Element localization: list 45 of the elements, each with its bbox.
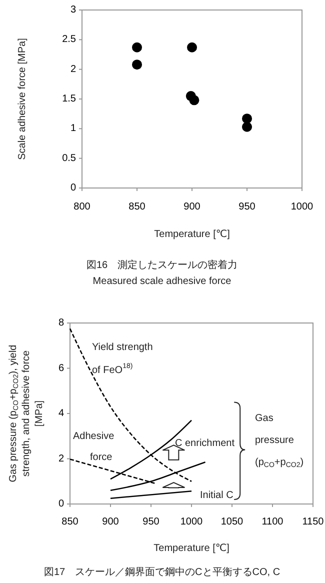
y-tick-label: 2 [70,64,76,75]
annotation: Initial C [200,490,234,500]
point [132,42,142,52]
annotation: Gas [255,412,274,424]
y-tick-label: 2.5 [62,34,76,46]
annotation: force [90,452,113,462]
y-tick-label: 0 [58,498,64,510]
x-tick-label: 1000 [290,202,314,212]
annotation: pressure [255,434,294,446]
y-tick-label: 0 [70,182,76,194]
annotation: of FeO$^{18)}$ [92,362,133,376]
x-tick-label: 800 [74,202,91,212]
point [187,42,197,52]
annotation: Yield strength [92,342,153,352]
point [242,122,252,132]
x-tick-label: 900 [184,202,201,212]
x-tick-label: 950 [142,516,160,528]
x-tick-label: 850 [128,202,146,212]
y-tick-label: 8 [58,318,64,328]
y-tick-label: 6 [58,362,64,374]
annotation: C enrichment [175,438,235,448]
x-tick-label: 1150 [302,516,324,528]
annotation: (p$_{CO}$+p$_{CO2}$) [255,456,304,469]
x-tick-label: 1000 [180,516,204,528]
caption: 図17 スケール／鋼界面で鋼中のCと平衡するCO, C [44,566,280,578]
x-axis-title: Temperature [℃] [154,542,230,554]
annotation: Adhesive [73,430,115,442]
y-tick-label: 4 [58,408,64,419]
point [242,114,252,124]
x-tick-label: 900 [102,516,120,528]
text: Measured scale adhesive force [92,276,232,286]
caption: 図16 測定したスケールの密着力 [86,258,238,270]
y-tick-label: 1 [70,123,76,134]
x-tick-label: 1100 [262,516,284,528]
y-tick-label: 0.5 [62,152,76,164]
point [132,60,142,70]
x-tick-label: 850 [62,516,79,528]
y-tick-label: 2 [58,453,64,464]
y-tick-label: 3 [70,4,76,16]
y-tick-label: 1.5 [62,94,76,104]
point [189,95,200,106]
x-tick-label: 1050 [220,516,244,528]
y-axis-title: Scale adhesive force [MPa] [16,38,28,160]
x-axis-title: Temperature [℃] [154,228,230,240]
x-tick-label: 950 [238,202,256,212]
